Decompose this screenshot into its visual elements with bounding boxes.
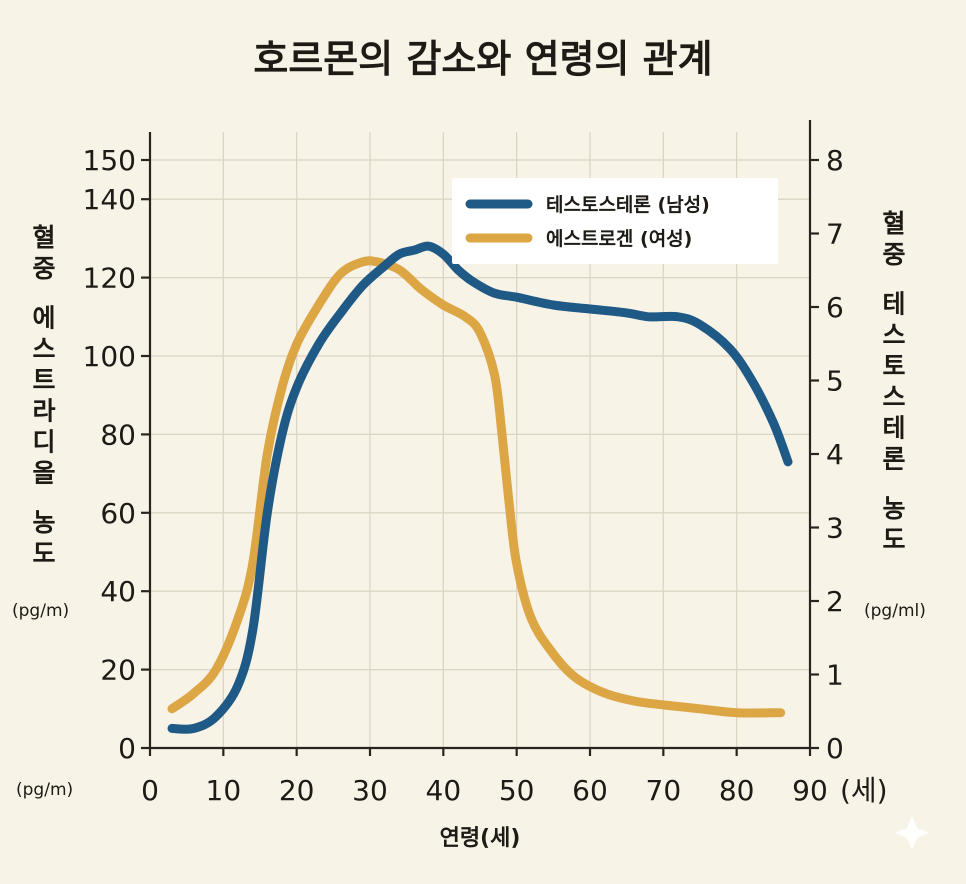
x-tick-label: 60: [572, 774, 608, 807]
right-tick-label: 8: [826, 144, 844, 177]
axis-label-char: 테: [882, 290, 905, 319]
axis-label-char: 혈: [32, 223, 55, 252]
axis-label-char: 중: [32, 254, 55, 283]
axis-label-char: 스: [32, 335, 55, 364]
legend: 테스토스테론 (남성) 에스트로겐 (여성): [452, 178, 778, 264]
axis-label-char: 라: [32, 397, 55, 426]
x-tick-label: 70: [646, 774, 682, 807]
x-tick-label: 10: [206, 774, 242, 807]
x-tick-label: 90: [792, 774, 828, 807]
series-lines: [167, 241, 793, 734]
axis-label-char: 론: [882, 445, 905, 474]
legend-label-testosterone: 테스토스테론 (남성): [546, 194, 710, 216]
right-tick-label: 2: [826, 585, 844, 618]
right-tick-label: 1: [826, 659, 844, 692]
left-tick-label: 150: [83, 144, 136, 177]
chart-title: 호르몬의 감소와 연령의 관계: [253, 37, 712, 81]
right-tick-label: 5: [826, 365, 844, 398]
x-axis-unit: (세): [840, 774, 888, 807]
right-tick-label: 6: [826, 291, 844, 324]
axis-label-char: 농: [32, 508, 55, 537]
left-tick-label: 80: [100, 418, 136, 451]
left-axis-unit: (pg/m): [12, 601, 69, 621]
x-tick-label: 40: [426, 774, 462, 807]
left-tick-label: 140: [83, 183, 136, 216]
axis-label-char: 농: [882, 494, 905, 523]
axis-label-char: 혈: [882, 209, 905, 238]
series-line-estrogen: [167, 256, 786, 718]
x-tick-label: 80: [719, 774, 755, 807]
axis-label-char: 올: [32, 459, 55, 488]
left-tick-label: 0: [118, 732, 136, 765]
axis-label-char: 트: [32, 366, 55, 395]
axis-label-char: 토: [882, 352, 905, 381]
left-tick-label: 100: [83, 340, 136, 373]
legend-label-estrogen: 에스트로겐 (여성): [546, 228, 692, 250]
legend-box: [452, 178, 778, 264]
axis-label-char: 에: [32, 304, 55, 333]
right-tick-label: 4: [826, 438, 844, 471]
x-axis-label: 연령(세): [440, 826, 521, 851]
left-tick-label: 60: [100, 497, 136, 530]
x-axis-left-unit: (pg/m): [16, 780, 73, 800]
right-tick-label: 3: [826, 512, 844, 545]
left-tick-label: 120: [83, 262, 136, 295]
axis-label-char: 스: [882, 383, 905, 412]
x-tick-label: 30: [352, 774, 388, 807]
x-tick-label: 0: [141, 774, 159, 807]
axis-label-char: 디: [32, 428, 55, 457]
axis-label-char: 도: [32, 539, 55, 568]
left-tick-label: 20: [100, 654, 136, 687]
axis-label-char: 테: [882, 414, 905, 443]
axes: [141, 120, 819, 756]
sparkle-icon: [895, 816, 929, 850]
right-tick-label: 0: [826, 732, 844, 765]
x-tick-label: 50: [499, 774, 535, 807]
left-tick-label: 40: [100, 575, 136, 608]
axis-label-char: 중: [882, 240, 905, 269]
series-line-testosterone: [167, 241, 793, 734]
right-axis-unit: (pg/ml): [864, 601, 926, 621]
right-tick-label: 7: [826, 218, 844, 251]
axis-label-char: 스: [882, 321, 905, 350]
axis-label-char: 도: [882, 525, 905, 554]
x-tick-label: 20: [279, 774, 315, 807]
